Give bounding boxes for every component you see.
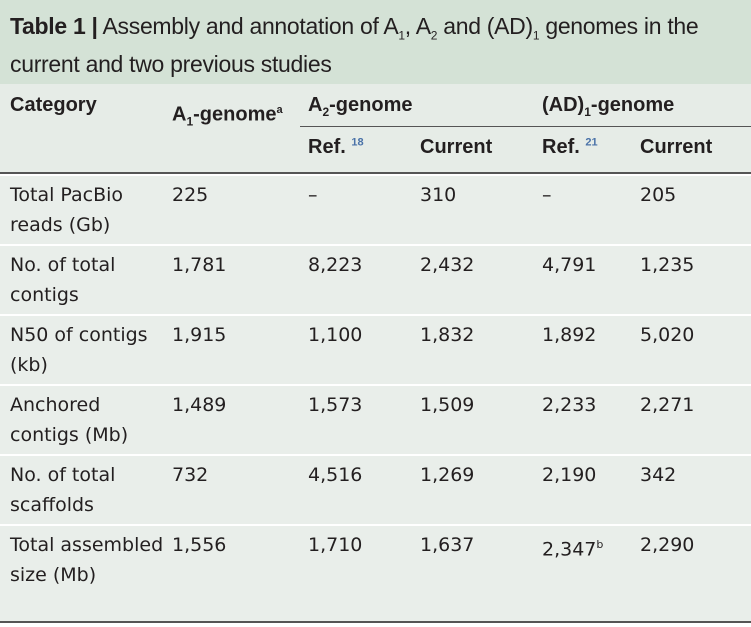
ad-ad: (AD) (542, 94, 585, 116)
title-sub: 2 (430, 28, 438, 43)
header-a2-genome: A2-genome (308, 94, 412, 119)
table-body: Total PacBio reads (Gb) 225 – 310 – 205 No. o… (0, 176, 751, 623)
cell-value: 2,347 (542, 538, 597, 561)
cell-a1: 1,489 (172, 394, 227, 416)
cell-ad-current: 342 (640, 464, 677, 486)
cell-a2-ref: 1,100 (308, 324, 363, 346)
cell-category: No. of total contigs (10, 254, 116, 306)
ref-label: Ref. (308, 136, 346, 158)
title-text: , A (404, 13, 431, 39)
ref-18-link[interactable]: 18 (351, 136, 364, 149)
cell-ad-ref: – (542, 184, 552, 206)
table-row: Total assembled size (Mb) 1,556 1,710 1,637… (0, 526, 751, 621)
cell-a1: 1,915 (172, 324, 227, 346)
ref-21-link[interactable]: 21 (585, 136, 598, 149)
cell-a1: 225 (172, 184, 209, 206)
table-row: No. of total contigs 1,781 8,223 2,432 4,791… (0, 246, 751, 314)
footnote-b: b (596, 538, 604, 551)
header-divider (300, 126, 751, 127)
ad-rest: -genome (590, 94, 675, 116)
table-row: N50 of contigs (kb) 1,915 1,100 1,832 1,892 5… (0, 316, 751, 384)
table-label: Table 1 | (10, 13, 98, 39)
cell-ad-current: 5,020 (640, 324, 695, 346)
table-row: Anchored contigs (Mb) 1,489 1,573 1,509 2,23… (0, 386, 751, 454)
cell-a2-ref: 4,516 (308, 464, 363, 486)
cell-category: Total PacBio reads (Gb) (10, 184, 124, 236)
header-ad-current: Current (640, 136, 713, 158)
cell-category: N50 of contigs (kb) (10, 324, 148, 376)
cell-category: No. of total scaffolds (10, 464, 116, 516)
a1-a: A (172, 103, 187, 126)
title-sub: 1 (398, 28, 405, 43)
ad-sub: 1 (584, 105, 591, 119)
cell-a2-ref: 1,573 (308, 394, 363, 416)
table-row: No. of total scaffolds 732 4,516 1,269 2,190… (0, 456, 751, 524)
ref-label: Ref. (542, 136, 580, 158)
cell-ad-current: 205 (640, 184, 677, 206)
cell-ad-ref: 1,892 (542, 324, 597, 346)
a1-sub: 1 (186, 114, 194, 129)
table-title: Table 1 | Assembly and annotation of A1,… (0, 0, 751, 84)
title-text: genomes in the current and two previous … (10, 13, 699, 77)
cell-ad-ref: 4,791 (542, 254, 597, 276)
cell-ad-ref: 2,190 (542, 464, 597, 486)
title-text: and (AD) (437, 13, 533, 39)
a1-rest: -genome (193, 103, 277, 126)
header-ad-genome: (AD)1-genome (542, 94, 674, 119)
title-sub: 1 (532, 28, 540, 43)
title-text: Assembly and annotation of A (102, 13, 399, 39)
cell-category: Total assembled size (Mb) (10, 534, 164, 586)
a2-sub: 2 (322, 105, 330, 119)
cell-category: Anchored contigs (Mb) (10, 394, 129, 446)
cell-a2-current: 1,269 (420, 464, 475, 486)
cell-a2-current: 2,432 (420, 254, 475, 276)
table-row: Total PacBio reads (Gb) 225 – 310 – 205 (0, 176, 751, 244)
header-a2-ref: Ref. 18 (308, 136, 364, 159)
header-a1-genome: A1-genomea (172, 94, 292, 138)
cell-ad-ref: 2,347b (542, 530, 603, 564)
table-bottom-rule (0, 621, 751, 623)
cell-ad-current: 1,235 (640, 254, 695, 276)
cell-a2-current: 1,637 (420, 534, 475, 556)
cell-ad-ref: 2,233 (542, 394, 597, 416)
header-category: Category (10, 94, 97, 116)
table-header: Category A1-genomea A2-genome (AD)1-geno… (0, 84, 751, 174)
cell-a1: 732 (172, 464, 209, 486)
cell-a2-ref: 1,710 (308, 534, 363, 556)
cell-a2-ref: 8,223 (308, 254, 363, 276)
cell-a2-current: 310 (420, 184, 457, 206)
header-ad-ref: Ref. 21 (542, 136, 598, 159)
cell-a2-current: 1,509 (420, 394, 475, 416)
a2-a: A (308, 94, 323, 116)
cell-ad-current: 2,271 (640, 394, 695, 416)
cell-a2-ref: – (308, 184, 318, 206)
a2-rest: -genome (329, 94, 413, 116)
cell-a2-current: 1,832 (420, 324, 475, 346)
cell-ad-current: 2,290 (640, 534, 695, 556)
header-a2-current: Current (420, 136, 493, 158)
cell-a1: 1,781 (172, 254, 227, 276)
a1-footnote: a (276, 104, 283, 116)
cell-a1: 1,556 (172, 534, 227, 556)
